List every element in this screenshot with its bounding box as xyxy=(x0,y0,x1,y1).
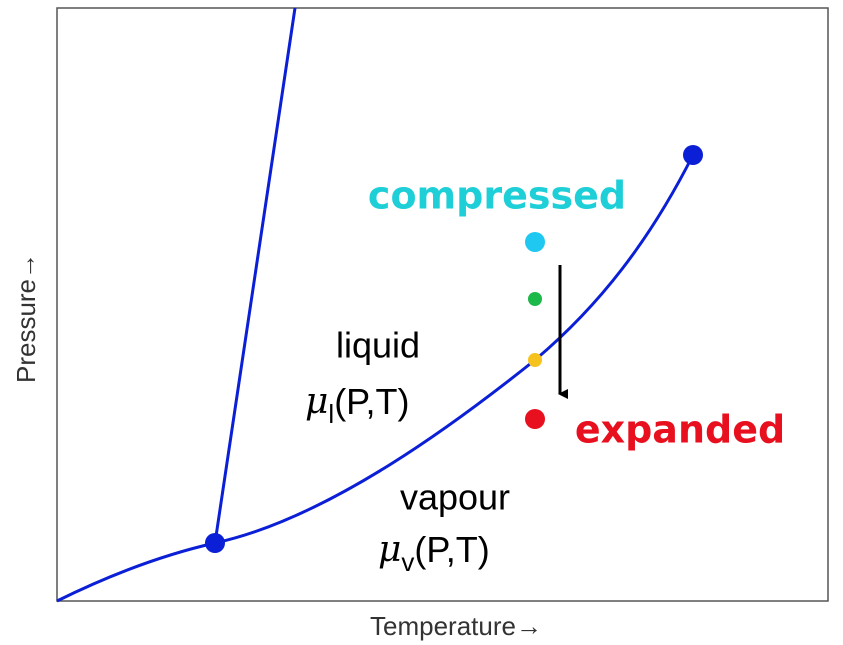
fusion-curve xyxy=(213,7,297,544)
args: (P,T) xyxy=(334,381,409,422)
y-axis-label: Pressure→ xyxy=(11,253,41,383)
liquid-label: liquid xyxy=(336,325,420,366)
compressed-state xyxy=(525,232,545,252)
expanded-label: expanded xyxy=(575,408,785,452)
plot-frame xyxy=(56,7,829,602)
critical-point xyxy=(683,145,703,165)
intermediate-state xyxy=(528,292,542,306)
liquid-potential: μl(P,T) xyxy=(305,381,410,429)
subscript: l xyxy=(328,399,334,429)
vapour-label: vapour xyxy=(400,477,510,518)
mu: μ xyxy=(305,381,328,422)
subscript: v xyxy=(401,547,414,577)
coexistence-state xyxy=(528,353,542,367)
args: (P,T) xyxy=(414,529,489,570)
vaporization-curve xyxy=(56,154,695,603)
expanded-state xyxy=(525,409,545,429)
triple-point xyxy=(205,533,225,553)
vapour-potential: μv(P,T) xyxy=(378,529,490,577)
compressed-label: compressed xyxy=(368,174,626,218)
mu: μ xyxy=(378,529,401,570)
x-axis-label: Temperature→ xyxy=(370,611,542,641)
